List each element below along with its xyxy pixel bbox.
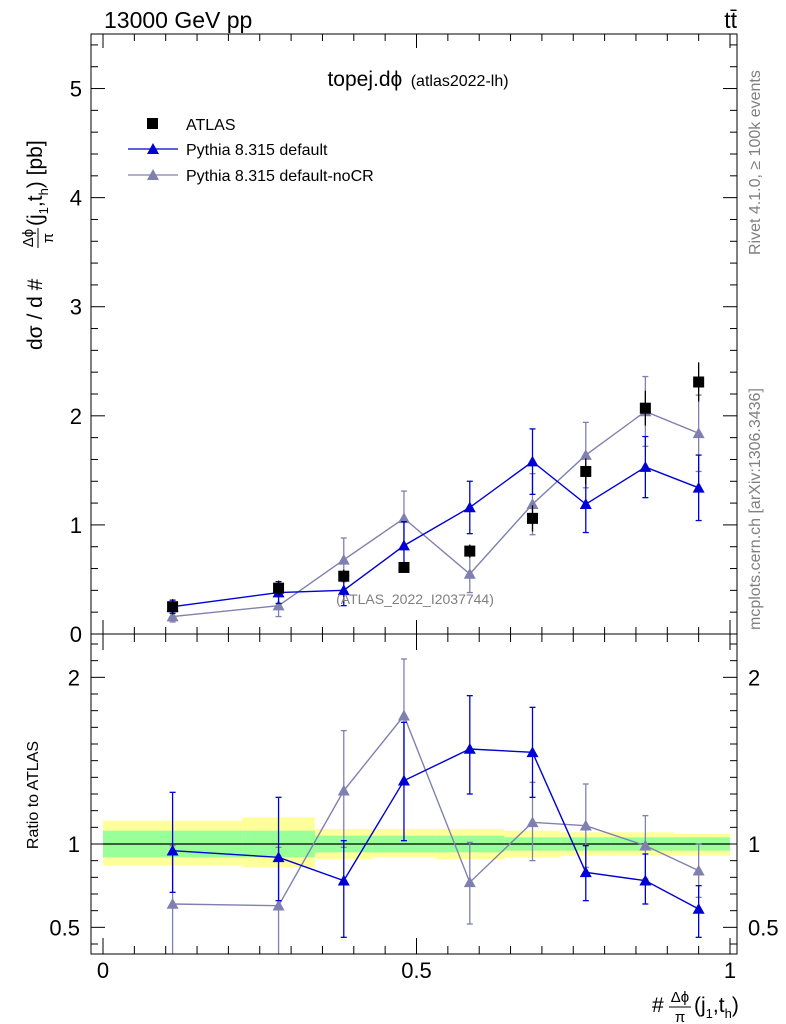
atlas-point [464, 545, 476, 557]
nocr-point [397, 512, 410, 524]
atlas-point [693, 376, 705, 388]
atlas-point [273, 582, 285, 594]
legend-marker-atlas [147, 118, 158, 129]
main-ytick-label: 3 [70, 295, 82, 320]
legend: ATLAS Pythia 8.315 default Pythia 8.315 … [128, 117, 374, 185]
default-point [579, 498, 592, 509]
xtick-label: 0.5 [401, 958, 432, 983]
nocr-ratio-point [166, 898, 179, 909]
atlas-point [526, 512, 538, 524]
xtick-label: 0 [97, 958, 109, 983]
default-point [463, 501, 476, 513]
main-ytick-label: 5 [70, 77, 82, 102]
svg-text:(j1,th): (j1,th) [694, 994, 739, 1021]
ratio-panel-series [166, 658, 705, 954]
main-ytick-label: 0 [70, 622, 82, 647]
atlas-point [580, 465, 592, 477]
ratio-ytick-label-right: 0.5 [748, 915, 779, 940]
ratio-ytick-label: 0.5 [49, 915, 80, 940]
ratio-panel-ticks: 0.5 0.5 1 1 2 2 0 0.5 1 [49, 634, 779, 983]
svg-text:dσ / d #: dσ / d # [24, 278, 47, 350]
main-ytick-label: 1 [70, 513, 82, 538]
nocr-point [166, 610, 179, 622]
nocr-ratio-point [397, 709, 410, 721]
svg-text:Δϕ: Δϕ [20, 229, 37, 247]
main-panel-series [166, 362, 705, 623]
nocr-point [272, 599, 285, 611]
watermark: (ATLAS_2022_I2037744) [336, 591, 494, 607]
svg-text:#: # [652, 994, 664, 1017]
nocr-point [463, 568, 476, 579]
default-point [526, 455, 539, 467]
xlabel: # Δϕ π (j1,th) [652, 989, 739, 1024]
nocr-point [337, 553, 350, 565]
xtick-label: 1 [724, 958, 736, 983]
default-point [397, 539, 410, 551]
default-ratio-point [397, 774, 410, 786]
default-point [337, 584, 350, 596]
main-title: topej.dϕ (atlas2022-lh) [327, 68, 508, 91]
default-point [639, 461, 652, 472]
nocr-ratio-point [463, 876, 476, 888]
process-label: tt̄ [724, 7, 737, 33]
svg-text:π: π [40, 233, 57, 243]
default-line [172, 460, 699, 608]
svg-text:Δϕ: Δϕ [671, 989, 689, 1006]
nocr-ratio-point [526, 816, 539, 828]
nocr-ratio-point [579, 819, 592, 831]
default-ratio-point [526, 746, 539, 758]
nocr-point [526, 498, 539, 509]
ratio-ytick-label: 2 [68, 665, 80, 690]
legend-marker-nocr [147, 169, 159, 180]
nocr-ratio-point [337, 784, 350, 796]
nocr-ratio-point [692, 864, 705, 876]
nocr-ratio-point [272, 899, 285, 911]
nocr-point [692, 427, 705, 439]
ratio-ytick-label: 1 [68, 832, 80, 857]
main-ylabel: dσ / d # Δϕ π (j1,th) [pb] [20, 140, 57, 350]
default-ratio-point [639, 874, 652, 886]
main-ytick-label: 4 [70, 186, 82, 211]
ratio-ytick-label-right: 1 [748, 832, 760, 857]
default-ratio-point [272, 851, 285, 863]
mcplots-label: mcplots.cern.ch [arXiv:1306.3436] [747, 388, 764, 630]
atlas-point [338, 570, 350, 582]
default-ratio-point [579, 866, 592, 878]
default-ratio-point [337, 874, 350, 886]
main-ytick-label: 2 [70, 404, 82, 429]
legend-marker-default [147, 143, 159, 154]
svg-text:π: π [675, 1009, 685, 1024]
ratio-ytick-label-right: 2 [748, 665, 760, 690]
main-panel-ticks: 0 1 2 3 4 5 [70, 34, 737, 647]
default-ratio-point [463, 743, 476, 754]
legend-label-atlas: ATLAS [186, 117, 236, 134]
legend-label-nocr: Pythia 8.315 default-noCR [186, 168, 374, 185]
ratio-panel-frame [90, 633, 738, 955]
svg-text:(j1,th) [pb]: (j1,th) [pb] [24, 140, 51, 226]
nocr-point [579, 449, 592, 460]
nocr-ratio-point [639, 839, 652, 851]
nocr-line [172, 410, 699, 618]
atlas-point [639, 402, 651, 414]
default-ratio-point [692, 903, 705, 914]
default-ratio-point [166, 844, 179, 856]
default-point [692, 481, 705, 493]
energy-label: 13000 GeV pp [104, 7, 252, 33]
atlas-point [167, 601, 179, 613]
atlas-point [398, 561, 410, 573]
legend-label-default: Pythia 8.315 default [186, 142, 328, 159]
rivet-label: Rivet 4.1.0, ≥ 100k events [747, 70, 764, 255]
ratio-ylabel: Ratio to ATLAS [25, 741, 42, 849]
